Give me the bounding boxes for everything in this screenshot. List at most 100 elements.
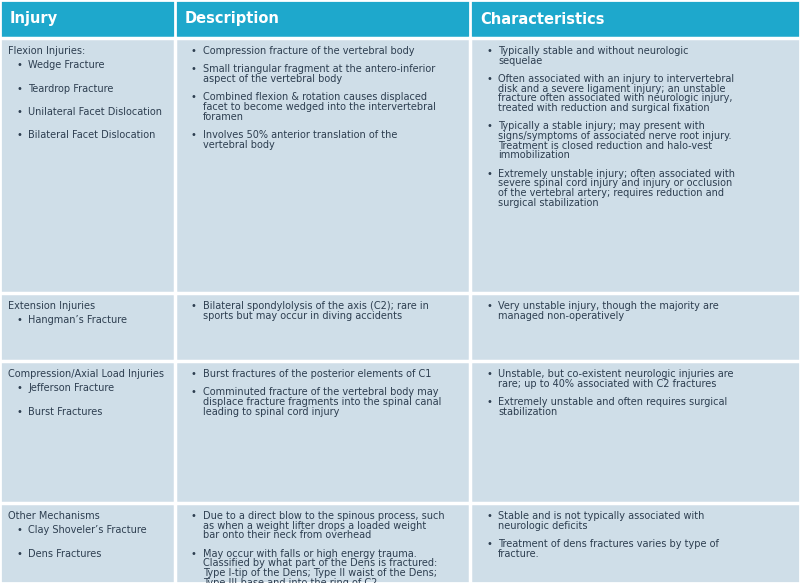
Text: Teardrop Fracture: Teardrop Fracture (28, 84, 114, 94)
Text: •: • (16, 84, 22, 94)
Text: Compression/Axial Load Injuries: Compression/Axial Load Injuries (8, 369, 164, 379)
Text: aspect of the vertebral body: aspect of the vertebral body (203, 74, 342, 84)
Text: •: • (16, 407, 22, 417)
Bar (0, 38, 175, 293)
Text: •: • (486, 121, 492, 131)
Text: immobilization: immobilization (498, 150, 570, 160)
Text: •: • (486, 46, 492, 56)
Text: Treatment is closed reduction and halo-vest: Treatment is closed reduction and halo-v… (498, 141, 712, 150)
Bar (175, 38, 470, 293)
Text: Extremely unstable injury; often associated with: Extremely unstable injury; often associa… (498, 168, 735, 178)
Text: facet to become wedged into the intervertebral: facet to become wedged into the interver… (203, 102, 436, 112)
Text: •: • (486, 539, 492, 549)
Text: Typically a stable injury; may present with: Typically a stable injury; may present w… (498, 121, 705, 131)
Text: leading to spinal cord injury: leading to spinal cord injury (203, 407, 339, 417)
Text: Extremely unstable and often requires surgical: Extremely unstable and often requires su… (498, 397, 727, 407)
Text: Type I-tip of the Dens; Type II waist of the Dens;: Type I-tip of the Dens; Type II waist of… (203, 568, 437, 578)
Text: •: • (16, 130, 22, 140)
Text: Flexion Injuries:: Flexion Injuries: (8, 46, 86, 56)
Text: •: • (486, 168, 492, 178)
Text: sports but may occur in diving accidents: sports but may occur in diving accidents (203, 311, 402, 321)
Text: as when a weight lifter drops a loaded weight: as when a weight lifter drops a loaded w… (203, 521, 426, 531)
Bar (0, 361, 175, 503)
Text: •: • (191, 369, 197, 379)
Bar (0, 0, 175, 38)
Bar (470, 38, 800, 293)
Text: Type III-base and into the ring of C2: Type III-base and into the ring of C2 (203, 578, 378, 583)
Text: Dens Fractures: Dens Fractures (28, 549, 102, 559)
Bar (0, 293, 175, 361)
Text: •: • (191, 130, 197, 140)
Text: sequelae: sequelae (498, 55, 542, 66)
Text: •: • (486, 74, 492, 84)
Text: severe spinal cord injury and injury or occlusion: severe spinal cord injury and injury or … (498, 178, 732, 188)
Text: Unilateral Facet Dislocation: Unilateral Facet Dislocation (28, 107, 162, 117)
Text: Treatment of dens fractures varies by type of: Treatment of dens fractures varies by ty… (498, 539, 719, 549)
Text: Burst fractures of the posterior elements of C1: Burst fractures of the posterior element… (203, 369, 431, 379)
Text: May occur with falls or high energy trauma.: May occur with falls or high energy trau… (203, 549, 417, 559)
Text: stabilization: stabilization (498, 407, 558, 417)
Text: •: • (486, 369, 492, 379)
Bar (175, 293, 470, 361)
Text: managed non-operatively: managed non-operatively (498, 311, 624, 321)
Text: Characteristics: Characteristics (480, 12, 605, 26)
Bar (470, 0, 800, 38)
Text: Small triangular fragment at the antero-inferior: Small triangular fragment at the antero-… (203, 64, 435, 75)
Text: Compression fracture of the vertebral body: Compression fracture of the vertebral bo… (203, 46, 414, 56)
Text: Other Mechanisms: Other Mechanisms (8, 511, 100, 521)
Text: •: • (16, 549, 22, 559)
Bar (175, 0, 470, 38)
Text: •: • (191, 549, 197, 559)
Text: •: • (191, 387, 197, 398)
Text: Extension Injuries: Extension Injuries (8, 301, 95, 311)
Text: treated with reduction and surgical fixation: treated with reduction and surgical fixa… (498, 103, 710, 113)
Bar (470, 293, 800, 361)
Text: displace fracture fragments into the spinal canal: displace fracture fragments into the spi… (203, 397, 442, 407)
Text: Clay Shoveler’s Fracture: Clay Shoveler’s Fracture (28, 525, 146, 536)
Text: Often associated with an injury to intervertebral: Often associated with an injury to inter… (498, 74, 734, 84)
Bar (175, 361, 470, 503)
Text: Hangman’s Fracture: Hangman’s Fracture (28, 315, 127, 325)
Text: •: • (486, 301, 492, 311)
Text: signs/symptoms of associated nerve root injury.: signs/symptoms of associated nerve root … (498, 131, 731, 141)
Text: •: • (191, 92, 197, 103)
Text: fracture often associated with neurologic injury,: fracture often associated with neurologi… (498, 93, 733, 103)
Text: of the vertebral artery; requires reduction and: of the vertebral artery; requires reduct… (498, 188, 724, 198)
Text: surgical stabilization: surgical stabilization (498, 198, 598, 208)
Text: Wedge Fracture: Wedge Fracture (28, 61, 105, 71)
Text: •: • (16, 384, 22, 394)
Text: Very unstable injury, though the majority are: Very unstable injury, though the majorit… (498, 301, 718, 311)
Text: •: • (486, 397, 492, 407)
Text: •: • (191, 64, 197, 75)
Text: Bilateral Facet Dislocation: Bilateral Facet Dislocation (28, 130, 155, 140)
Text: Combined flexion & rotation causes displaced: Combined flexion & rotation causes displ… (203, 92, 427, 103)
Text: Typically stable and without neurologic: Typically stable and without neurologic (498, 46, 689, 56)
Text: bar onto their neck from overhead: bar onto their neck from overhead (203, 531, 371, 540)
Text: fracture.: fracture. (498, 549, 540, 559)
Text: Bilateral spondylolysis of the axis (C2); rare in: Bilateral spondylolysis of the axis (C2)… (203, 301, 429, 311)
Text: Unstable, but co-existent neurologic injuries are: Unstable, but co-existent neurologic inj… (498, 369, 734, 379)
Text: disk and a severe ligament injury; an unstable: disk and a severe ligament injury; an un… (498, 84, 726, 94)
Text: foramen: foramen (203, 112, 244, 122)
Text: Description: Description (185, 12, 280, 26)
Bar (470, 503, 800, 583)
Bar (175, 503, 470, 583)
Bar (470, 361, 800, 503)
Text: Due to a direct blow to the spinous process, such: Due to a direct blow to the spinous proc… (203, 511, 445, 521)
Text: •: • (16, 61, 22, 71)
Text: •: • (486, 511, 492, 521)
Text: Injury: Injury (10, 12, 58, 26)
Text: •: • (191, 301, 197, 311)
Text: •: • (191, 46, 197, 56)
Text: •: • (16, 525, 22, 536)
Bar (0, 503, 175, 583)
Text: vertebral body: vertebral body (203, 140, 274, 150)
Text: •: • (16, 315, 22, 325)
Text: •: • (191, 511, 197, 521)
Text: neurologic deficits: neurologic deficits (498, 521, 587, 531)
Text: Jefferson Fracture: Jefferson Fracture (28, 384, 114, 394)
Text: rare; up to 40% associated with C2 fractures: rare; up to 40% associated with C2 fract… (498, 379, 716, 389)
Text: Involves 50% anterior translation of the: Involves 50% anterior translation of the (203, 130, 398, 140)
Text: Comminuted fracture of the vertebral body may: Comminuted fracture of the vertebral bod… (203, 387, 438, 398)
Text: •: • (16, 107, 22, 117)
